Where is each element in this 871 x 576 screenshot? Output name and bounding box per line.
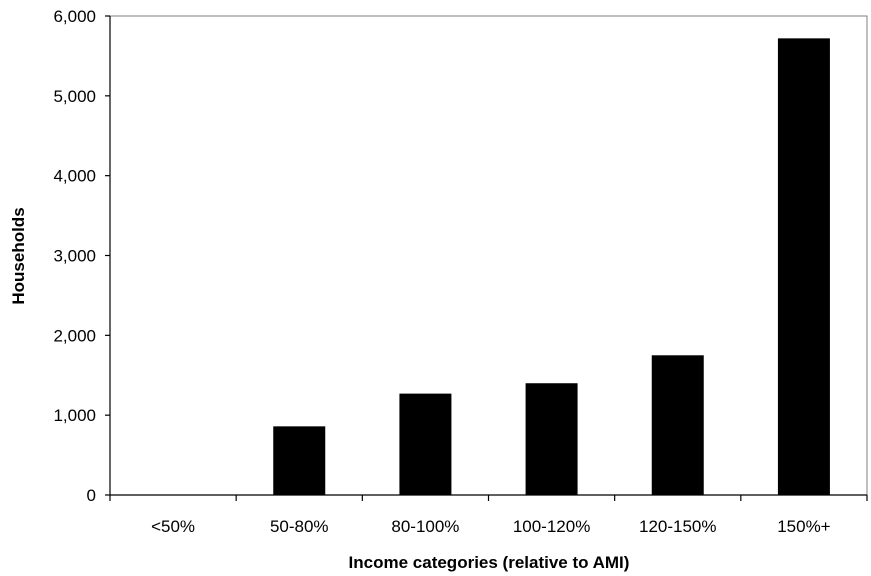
y-tick-label: 3,000 [53,247,96,266]
y-tick-label: 2,000 [53,326,96,345]
y-tick-label: 5,000 [53,87,96,106]
bar [651,355,704,495]
x-tick-label: 80-100% [391,517,459,536]
y-tick-label: 4,000 [53,167,96,186]
y-tick-label: 1,000 [53,406,96,425]
x-tick-label: 100-120% [513,517,591,536]
plot-area [109,15,868,496]
plot-border [109,15,868,496]
bars [273,38,830,495]
x-axis-title: Income categories (relative to AMI) [349,553,630,572]
y-tick-label: 6,000 [53,7,96,26]
y-axis-title: Households [9,207,28,304]
x-tick-label: 150%+ [777,517,830,536]
bar [273,426,326,495]
bar [399,393,452,495]
bar [525,383,578,495]
x-tick-label: 120-150% [639,517,717,536]
bar [777,38,830,495]
x-axis: <50% 50-80% 80-100% 100-120% 120-150% 150%+ [109,495,868,536]
x-tick-label: 50-80% [270,517,329,536]
x-tick-label: <50% [151,517,195,536]
y-axis: 0 1,000 2,000 3,000 4,000 5,000 6,000 [53,7,110,505]
y-tick-label: 0 [87,486,96,505]
